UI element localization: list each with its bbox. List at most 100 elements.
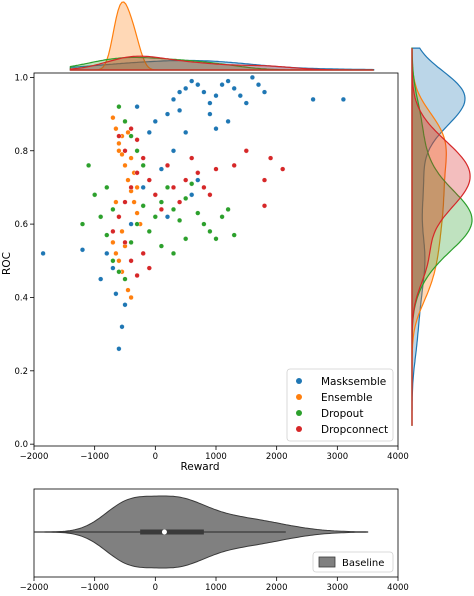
data-point-dropout — [98, 214, 104, 220]
top-kde-masksemble — [69, 59, 375, 71]
x-tick-label: −2000 — [20, 452, 49, 462]
data-point-masksemble — [40, 250, 46, 257]
data-point-dropconnect — [122, 199, 128, 205]
data-point-ensemble — [119, 228, 125, 235]
data-point-masksemble — [207, 111, 213, 117]
data-point-masksemble — [183, 85, 189, 92]
data-point-dropout — [122, 276, 128, 282]
data-point-ensemble — [134, 210, 140, 216]
data-point-dropout — [116, 104, 122, 110]
data-point-dropout — [231, 232, 237, 238]
data-point-dropout — [146, 228, 152, 235]
right-kde-dropconnect — [411, 48, 471, 426]
x-tick-label: 0 — [153, 452, 158, 462]
x-tick-label: −1000 — [80, 452, 109, 462]
legend-marker-ensemble — [296, 394, 302, 400]
y-tick-label: 0.0 — [14, 440, 28, 450]
data-point-dropout — [92, 192, 98, 198]
legend-box — [286, 368, 394, 442]
data-point-dropout — [85, 162, 92, 169]
data-point-masksemble — [177, 89, 183, 95]
data-point-dropconnect — [201, 184, 207, 191]
data-point-masksemble — [201, 89, 207, 95]
data-point-dropout — [183, 236, 189, 242]
data-point-ensemble — [110, 239, 116, 246]
data-point-dropconnect — [128, 258, 134, 264]
data-point-dropout — [170, 206, 177, 213]
data-point-dropconnect — [170, 184, 177, 191]
data-point-dropconnect — [140, 250, 146, 257]
data-point-dropconnect — [231, 162, 237, 169]
data-point-ensemble — [113, 199, 119, 205]
data-point-masksemble — [213, 126, 219, 132]
y-tick-label: 1.0 — [14, 73, 28, 83]
data-point-dropout — [177, 217, 183, 224]
y-tick-label: 0.8 — [14, 147, 28, 157]
data-point-dropconnect — [261, 177, 268, 183]
data-point-masksemble — [177, 107, 183, 114]
data-point-dropconnect — [134, 272, 140, 279]
data-point-masksemble — [189, 192, 195, 198]
x-tick-label: 4000 — [387, 452, 409, 462]
data-point-masksemble — [189, 78, 195, 84]
data-point-dropout — [134, 221, 140, 227]
x-tick-label: 2000 — [266, 452, 288, 462]
violin-x-tick-label: 4000 — [387, 583, 409, 592]
violin-x-tick-label: −2000 — [20, 583, 49, 592]
data-point-ensemble — [110, 115, 116, 121]
data-point-dropout — [122, 118, 128, 125]
legend-label-dropout: Dropout — [321, 408, 363, 420]
data-point-masksemble — [237, 93, 243, 99]
data-point-masksemble — [134, 104, 140, 110]
violin-median-marker — [161, 529, 167, 535]
data-point-ensemble — [116, 140, 122, 147]
data-point-dropout — [183, 195, 189, 202]
data-point-ensemble — [134, 184, 140, 191]
data-point-ensemble — [125, 177, 131, 183]
data-point-dropconnect — [134, 137, 140, 143]
y-tick-label: 0.2 — [14, 367, 28, 377]
data-point-masksemble — [340, 96, 347, 103]
data-point-masksemble — [213, 93, 219, 99]
data-point-masksemble — [249, 74, 256, 81]
data-point-masksemble — [225, 118, 231, 125]
data-point-dropout — [189, 181, 195, 187]
scatter-axes: −2000 −1000 0 1000 2000 3000 4000 0.0 0.2 0.4 0.6 0… — [1, 72, 409, 473]
data-point-ensemble — [116, 148, 122, 154]
data-point-dropout — [158, 199, 165, 205]
data-point-masksemble — [140, 184, 146, 191]
data-point-ensemble — [116, 258, 122, 264]
x-axis-label: Reward — [180, 461, 219, 473]
data-point-ensemble — [122, 162, 128, 169]
data-point-ensemble — [128, 294, 134, 301]
data-point-dropconnect — [146, 177, 152, 183]
data-point-dropout — [170, 250, 177, 257]
data-point-masksemble — [207, 100, 213, 106]
y-tick-label: 0.4 — [14, 293, 28, 303]
data-point-masksemble — [158, 166, 165, 172]
data-point-dropconnect — [243, 148, 249, 154]
top-marginal-kde — [69, 1, 375, 71]
data-point-dropout — [140, 162, 146, 169]
data-point-dropconnect — [268, 155, 274, 161]
data-point-dropconnect — [261, 203, 268, 209]
data-point-dropconnect — [128, 184, 134, 191]
legend-marker-dropconnect — [296, 426, 302, 432]
data-point-dropconnect — [177, 199, 183, 205]
data-point-masksemble — [255, 82, 262, 88]
data-point-masksemble — [243, 100, 249, 106]
data-point-dropout — [134, 148, 140, 154]
legend-label-dropconnect: Dropconnect — [321, 424, 388, 436]
data-point-dropconnect — [164, 162, 171, 169]
data-point-masksemble — [164, 111, 171, 117]
data-point-masksemble — [164, 214, 171, 220]
x-tick-label: 3000 — [327, 452, 349, 462]
data-point-dropout — [164, 184, 171, 191]
data-point-masksemble — [310, 96, 316, 103]
legend-marker-dropout — [296, 410, 302, 416]
data-point-dropout — [110, 258, 116, 264]
data-point-dropout — [158, 243, 165, 249]
data-point-masksemble — [261, 89, 268, 95]
data-point-masksemble — [122, 302, 128, 308]
